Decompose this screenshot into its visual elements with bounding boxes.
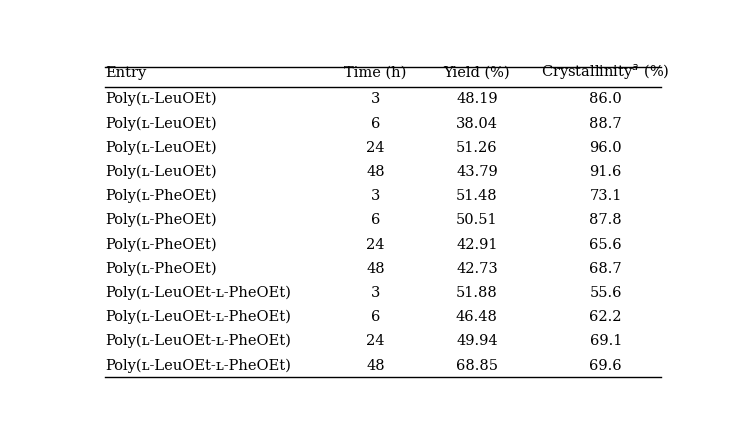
Text: Poly(ʟ-LeuOEt): Poly(ʟ-LeuOEt) (105, 92, 217, 106)
Text: 48.19: 48.19 (456, 92, 498, 106)
Text: 62.2: 62.2 (589, 310, 622, 324)
Text: 24: 24 (366, 141, 385, 155)
Text: 3: 3 (371, 189, 380, 203)
Text: 69.6: 69.6 (589, 359, 622, 372)
Text: 68.7: 68.7 (589, 262, 622, 276)
Text: Poly(ʟ-LeuOEt): Poly(ʟ-LeuOEt) (105, 165, 217, 179)
Text: 42.73: 42.73 (456, 262, 498, 276)
Text: 88.7: 88.7 (589, 117, 622, 130)
Text: 49.94: 49.94 (456, 334, 498, 348)
Text: Poly(ʟ-LeuOEt-ʟ-PheOEt): Poly(ʟ-LeuOEt-ʟ-PheOEt) (105, 310, 291, 324)
Text: 3: 3 (371, 286, 380, 300)
Text: Poly(ʟ-LeuOEt-ʟ-PheOEt): Poly(ʟ-LeuOEt-ʟ-PheOEt) (105, 334, 291, 348)
Text: 46.48: 46.48 (456, 310, 498, 324)
Text: 43.79: 43.79 (456, 165, 498, 179)
Text: 24: 24 (366, 334, 385, 348)
Text: Poly(ʟ-PheOEt): Poly(ʟ-PheOEt) (105, 261, 217, 276)
Text: 50.51: 50.51 (456, 213, 498, 227)
Text: 68.85: 68.85 (456, 359, 498, 372)
Text: 91.6: 91.6 (589, 165, 622, 179)
Text: Crystallinity$^a$ (%): Crystallinity$^a$ (%) (542, 62, 670, 82)
Text: Yield (%): Yield (%) (444, 66, 510, 80)
Text: 6: 6 (371, 310, 380, 324)
Text: 69.1: 69.1 (589, 334, 622, 348)
Text: 51.26: 51.26 (456, 141, 498, 155)
Text: 24: 24 (366, 238, 385, 251)
Text: Poly(ʟ-PheOEt): Poly(ʟ-PheOEt) (105, 213, 217, 227)
Text: Poly(ʟ-LeuOEt): Poly(ʟ-LeuOEt) (105, 116, 217, 130)
Text: Time (h): Time (h) (344, 66, 407, 80)
Text: 86.0: 86.0 (589, 92, 622, 106)
Text: 51.48: 51.48 (456, 189, 498, 203)
Text: 6: 6 (371, 117, 380, 130)
Text: 51.88: 51.88 (456, 286, 498, 300)
Text: Poly(ʟ-PheOEt): Poly(ʟ-PheOEt) (105, 189, 217, 203)
Text: 48: 48 (366, 165, 385, 179)
Text: 96.0: 96.0 (589, 141, 622, 155)
Text: 55.6: 55.6 (589, 286, 622, 300)
Text: Poly(ʟ-LeuOEt-ʟ-PheOEt): Poly(ʟ-LeuOEt-ʟ-PheOEt) (105, 358, 291, 372)
Text: 6: 6 (371, 213, 380, 227)
Text: 3: 3 (371, 92, 380, 106)
Text: 73.1: 73.1 (589, 189, 622, 203)
Text: Entry: Entry (105, 66, 146, 80)
Text: Poly(ʟ-LeuOEt): Poly(ʟ-LeuOEt) (105, 140, 217, 155)
Text: 38.04: 38.04 (456, 117, 498, 130)
Text: 42.91: 42.91 (456, 238, 498, 251)
Text: 48: 48 (366, 359, 385, 372)
Text: 87.8: 87.8 (589, 213, 622, 227)
Text: 65.6: 65.6 (589, 238, 622, 251)
Text: Poly(ʟ-PheOEt): Poly(ʟ-PheOEt) (105, 237, 217, 251)
Text: Poly(ʟ-LeuOEt-ʟ-PheOEt): Poly(ʟ-LeuOEt-ʟ-PheOEt) (105, 286, 291, 300)
Text: 48: 48 (366, 262, 385, 276)
